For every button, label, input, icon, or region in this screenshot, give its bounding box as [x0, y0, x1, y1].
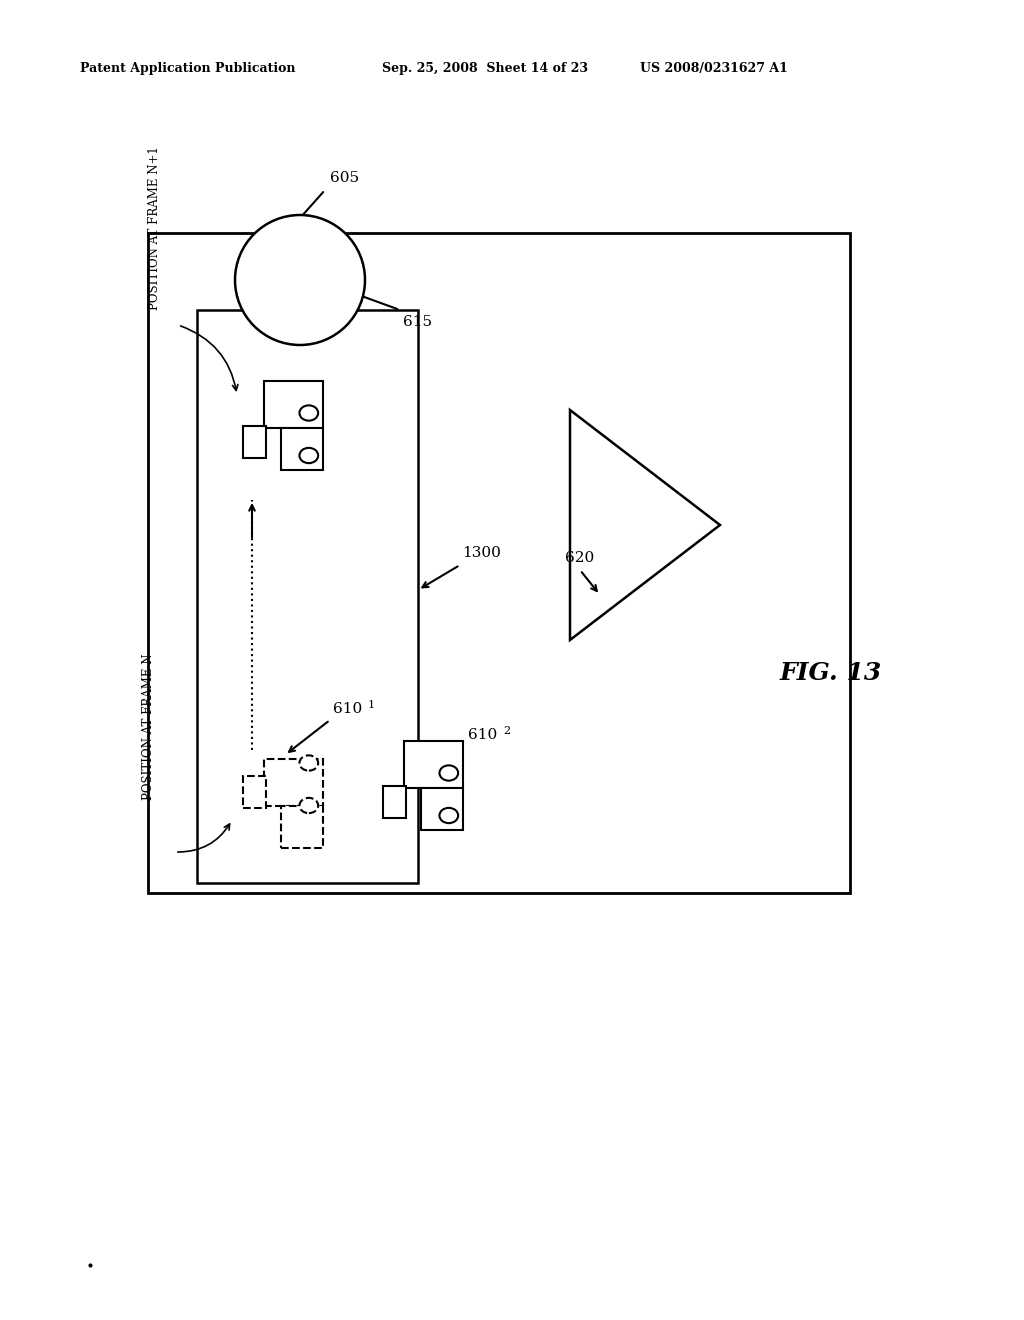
- Ellipse shape: [299, 755, 318, 771]
- Bar: [197, 310, 418, 883]
- Text: 610: 610: [333, 702, 362, 715]
- Text: Patent Application Publication: Patent Application Publication: [80, 62, 296, 75]
- Bar: [281, 805, 324, 847]
- Bar: [243, 776, 266, 808]
- Text: 1: 1: [368, 700, 375, 710]
- Ellipse shape: [234, 215, 365, 345]
- Bar: [264, 381, 324, 428]
- Text: 605: 605: [330, 172, 359, 185]
- Text: FIG. 13: FIG. 13: [780, 661, 883, 685]
- Text: Sep. 25, 2008  Sheet 14 of 23: Sep. 25, 2008 Sheet 14 of 23: [382, 62, 588, 75]
- Text: POSITION AT FRAME N+1: POSITION AT FRAME N+1: [148, 147, 162, 310]
- Text: 2: 2: [503, 726, 510, 737]
- Bar: [383, 785, 407, 818]
- Bar: [281, 428, 324, 470]
- Ellipse shape: [299, 797, 318, 813]
- Bar: [264, 759, 324, 805]
- Text: 1300: 1300: [462, 546, 501, 560]
- Ellipse shape: [439, 808, 458, 824]
- Bar: [148, 234, 850, 894]
- Text: 620: 620: [565, 550, 594, 565]
- Bar: [403, 741, 463, 788]
- Text: US 2008/0231627 A1: US 2008/0231627 A1: [640, 62, 787, 75]
- Ellipse shape: [299, 405, 318, 421]
- Bar: [243, 426, 266, 458]
- Text: 610: 610: [468, 729, 498, 742]
- Ellipse shape: [299, 447, 318, 463]
- Text: 615: 615: [403, 315, 432, 329]
- Ellipse shape: [439, 766, 458, 780]
- Polygon shape: [570, 411, 720, 640]
- Bar: [421, 788, 463, 830]
- Text: POSITION AT FRAME N: POSITION AT FRAME N: [141, 653, 155, 800]
